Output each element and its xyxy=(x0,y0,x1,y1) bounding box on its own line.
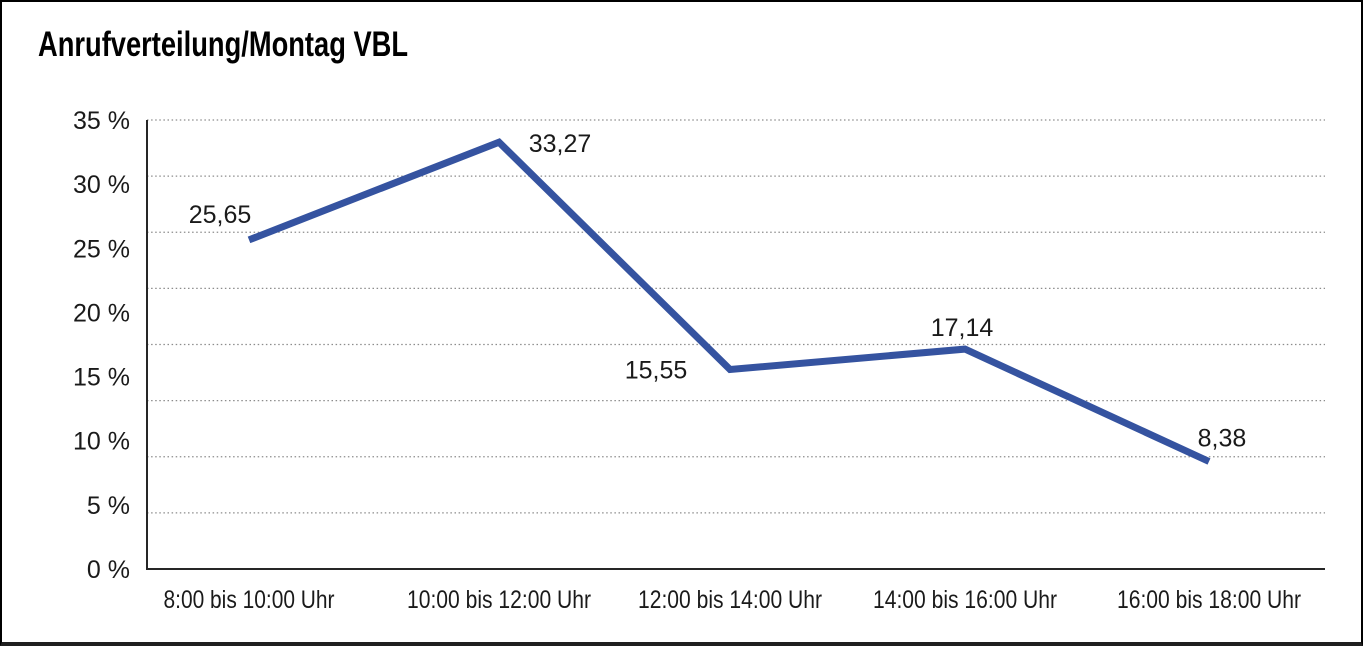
data-point-label: 8,38 xyxy=(1198,424,1247,452)
y-axis-tick-label: 15 % xyxy=(73,364,130,392)
x-axis-category-label: 14:00 bis 16:00 Uhr xyxy=(873,586,1057,614)
y-axis-tick-label: 20 % xyxy=(73,299,130,327)
data-point-label: 17,14 xyxy=(931,314,994,342)
y-axis-tick-label: 25 % xyxy=(73,235,130,263)
y-axis-tick-label: 30 % xyxy=(73,171,130,199)
series-line xyxy=(247,138,1211,465)
x-axis-category-label: 8:00 bis 10:00 Uhr xyxy=(164,586,335,614)
data-point-label: 33,27 xyxy=(529,130,592,158)
y-axis-tick-label: 10 % xyxy=(73,428,130,456)
x-axis-category-label: 16:00 bis 18:00 Uhr xyxy=(1117,586,1301,614)
y-axis-tick-label: 35 % xyxy=(73,107,130,135)
data-point-label: 25,65 xyxy=(189,201,252,229)
chart-title: Anrufverteilung/Montag VBL xyxy=(38,25,409,64)
y-axis-tick-label: 0 % xyxy=(87,556,130,584)
data-point-label: 15,55 xyxy=(625,357,688,385)
y-axis-tick-label: 5 % xyxy=(87,492,130,520)
x-axis-category-label: 10:00 bis 12:00 Uhr xyxy=(407,586,591,614)
x-axis-category-label: 12:00 bis 14:00 Uhr xyxy=(638,586,822,614)
